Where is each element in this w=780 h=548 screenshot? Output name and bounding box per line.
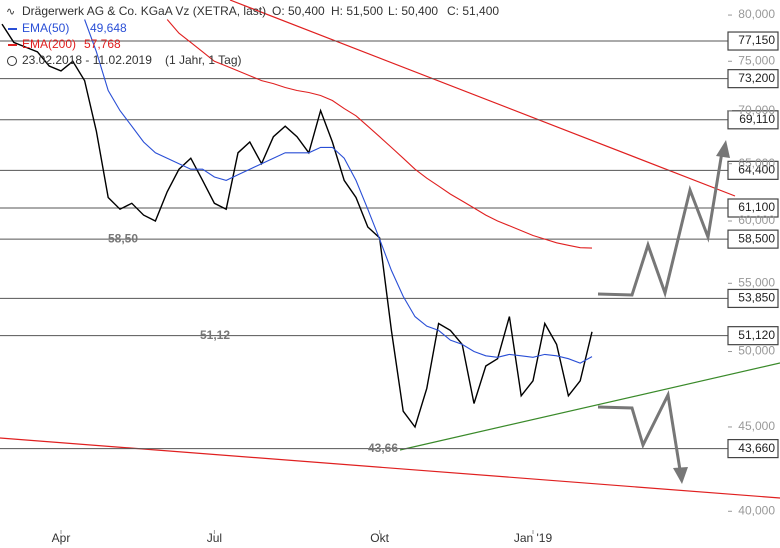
y-tick-label: 45,000 bbox=[738, 419, 775, 433]
level-box bbox=[727, 110, 779, 130]
legend-label: EMA(50) bbox=[22, 21, 69, 35]
legend: ∿ Drägerwerk AG & Co. KGaA Vz (XETRA, la… bbox=[6, 4, 499, 67]
levels: 77,150 73,200 69,110 64,400 61,100 58,500 53,8… bbox=[0, 31, 779, 459]
level-box bbox=[727, 326, 779, 346]
level-box bbox=[727, 69, 779, 89]
annotation: 58,50 bbox=[108, 231, 138, 245]
period-note: (1 Jahr, 1 Tag) bbox=[165, 53, 242, 67]
scenario-arrow bbox=[597, 390, 682, 471]
legend-label: EMA(200) bbox=[22, 37, 76, 51]
ohlc: H: 51,500 bbox=[331, 4, 383, 18]
chart-title: Drägerwerk AG & Co. KGaA Vz (XETRA, last… bbox=[22, 4, 266, 18]
level-box bbox=[727, 198, 779, 218]
y-tick-label: 80,000 bbox=[738, 7, 775, 21]
x-tick-label: Jul bbox=[207, 531, 222, 545]
clock-icon bbox=[7, 56, 17, 66]
level-label: 61,100 bbox=[738, 200, 775, 214]
y-tick-label: 65,000 bbox=[738, 156, 775, 170]
series-line bbox=[166, 19, 593, 249]
ohlc: O: 50,400 bbox=[272, 4, 325, 18]
level-label: 69,110 bbox=[739, 112, 775, 126]
series-line bbox=[84, 19, 593, 364]
y-tick-label: 70,000 bbox=[738, 103, 775, 117]
level-box bbox=[727, 288, 779, 309]
level-box bbox=[727, 229, 779, 249]
level-label: 73,200 bbox=[738, 71, 775, 85]
scenario-arrow bbox=[597, 151, 724, 299]
y-tick-label: 75,000 bbox=[738, 53, 775, 67]
level-label: 64,400 bbox=[738, 163, 775, 177]
arrow-head bbox=[716, 140, 730, 158]
x-tick-label: Jan '19 bbox=[514, 531, 553, 545]
y-tick-label: 55,000 bbox=[738, 275, 775, 289]
level-label: 58,500 bbox=[738, 231, 775, 245]
level-label: 51,120 bbox=[738, 328, 775, 342]
level-label: 53,850 bbox=[738, 291, 775, 305]
y-tick-label: 40,000 bbox=[738, 503, 775, 517]
legend-value: 57,768 bbox=[84, 37, 121, 51]
icon: ∿ bbox=[6, 6, 15, 18]
y-tick-label: 60,000 bbox=[738, 213, 775, 227]
level-box bbox=[727, 31, 779, 51]
legend-value: 49,648 bbox=[90, 21, 127, 35]
level-box bbox=[727, 160, 779, 180]
support-line bbox=[399, 362, 780, 451]
x-tick-label: Okt bbox=[370, 531, 389, 545]
arrow-head bbox=[673, 467, 688, 484]
trend-line bbox=[0, 437, 780, 499]
level-box bbox=[727, 438, 779, 459]
x-tick-label: Apr bbox=[52, 531, 71, 545]
series-line bbox=[1, 23, 593, 429]
annotation: 51,12 bbox=[200, 328, 230, 342]
axes: 80,000 75,000 70,000 65,000 60,000 55,000 50,0… bbox=[52, 7, 776, 545]
plot bbox=[1, 19, 593, 429]
period: 23.02.2018 - 11.02.2019 bbox=[22, 53, 152, 67]
ohlc: L: 50,400 bbox=[388, 4, 438, 18]
level-label: 77,150 bbox=[738, 33, 775, 47]
annotation: 43,66 bbox=[368, 441, 398, 455]
ohlc: C: 51,400 bbox=[447, 4, 499, 18]
trend-line bbox=[229, 0, 736, 197]
level-label: 43,660 bbox=[738, 441, 775, 455]
y-tick-label: 50,000 bbox=[738, 344, 775, 358]
